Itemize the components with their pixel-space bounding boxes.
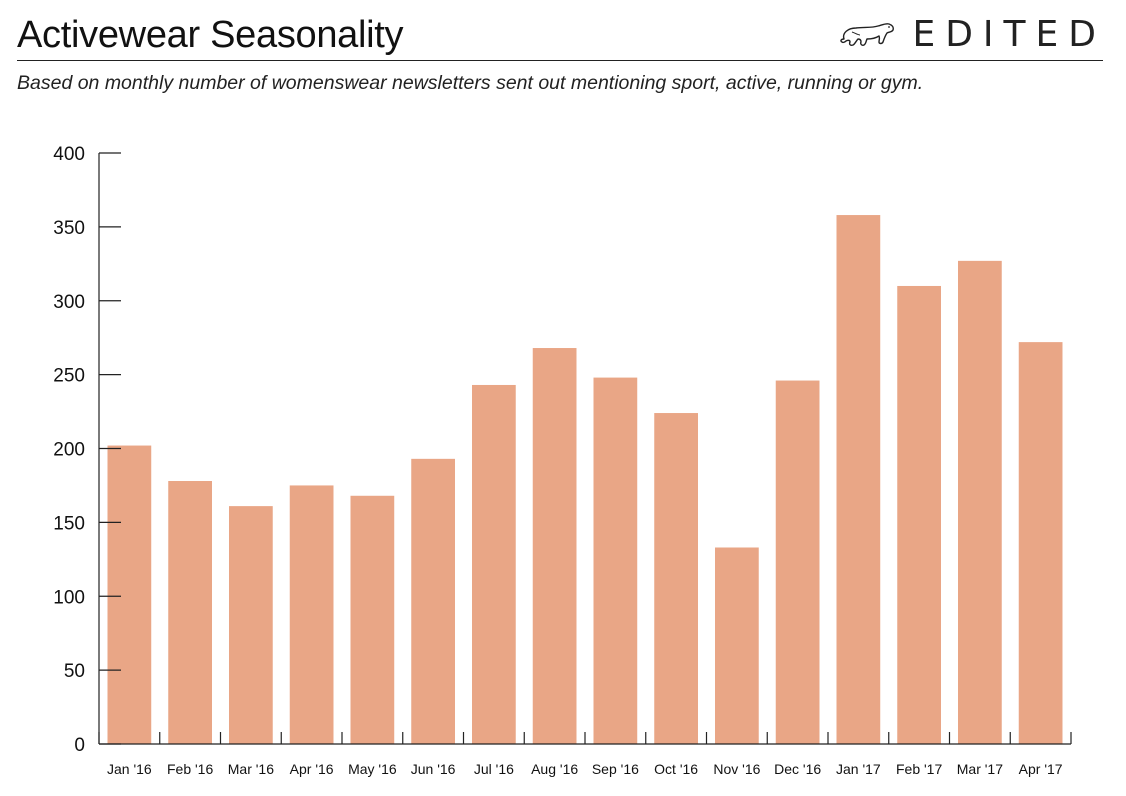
- y-tick-label: 150: [53, 513, 85, 534]
- polar-bear-icon: [840, 23, 895, 46]
- bar: [593, 377, 638, 744]
- x-tick-label: Jun '16: [411, 761, 456, 777]
- x-tick-label: Nov '16: [713, 761, 760, 777]
- bar: [168, 481, 212, 744]
- x-tick-label: Jul '16: [474, 761, 514, 777]
- chart-title: Activewear Seasonality: [17, 14, 404, 56]
- bar: [289, 485, 334, 744]
- y-tick-label: 400: [53, 144, 85, 165]
- y-tick-label: 350: [53, 218, 85, 239]
- bar: [715, 547, 759, 744]
- y-tick-label: 300: [53, 292, 85, 313]
- y-tick-label: 100: [53, 587, 85, 608]
- x-tick-label: Aug '16: [531, 761, 578, 777]
- bar: [229, 506, 273, 744]
- bar: [350, 495, 395, 744]
- chart-subtitle: Based on monthly number of womenswear ne…: [17, 72, 924, 94]
- brand-name: EDITED: [912, 13, 1106, 55]
- bar: [897, 285, 941, 744]
- y-tick-label: 200: [53, 440, 85, 461]
- x-tick-label: Feb '17: [896, 761, 942, 777]
- x-tick-label: Jan '16: [107, 761, 152, 777]
- brand-logo: EDITED: [838, 12, 1106, 56]
- bar: [532, 348, 577, 744]
- x-tick-label: Oct '16: [654, 761, 698, 777]
- x-tick-label: Apr '17: [1019, 761, 1063, 777]
- x-tick-label: May '16: [348, 761, 397, 777]
- x-tick-label: Apr '16: [290, 761, 334, 777]
- x-tick-label: Dec '16: [774, 761, 821, 777]
- bar: [1018, 342, 1063, 744]
- y-tick-label: 50: [64, 661, 85, 682]
- bar: [411, 458, 455, 744]
- x-tick-label: Sep '16: [592, 761, 639, 777]
- bar: [654, 413, 698, 744]
- x-tick-label: Feb '16: [167, 761, 213, 777]
- y-tick-label: 0: [74, 735, 85, 756]
- bar: [958, 260, 1002, 744]
- bar: [836, 215, 881, 745]
- y-tick-label: 250: [53, 366, 85, 387]
- bar: [472, 384, 516, 744]
- x-tick-label: Mar '16: [228, 761, 274, 777]
- bar: [107, 445, 152, 744]
- bar: [775, 380, 820, 744]
- header-divider: [17, 60, 1103, 61]
- x-tick-label: Jan '17: [836, 761, 881, 777]
- x-tick-label: Mar '17: [957, 761, 1003, 777]
